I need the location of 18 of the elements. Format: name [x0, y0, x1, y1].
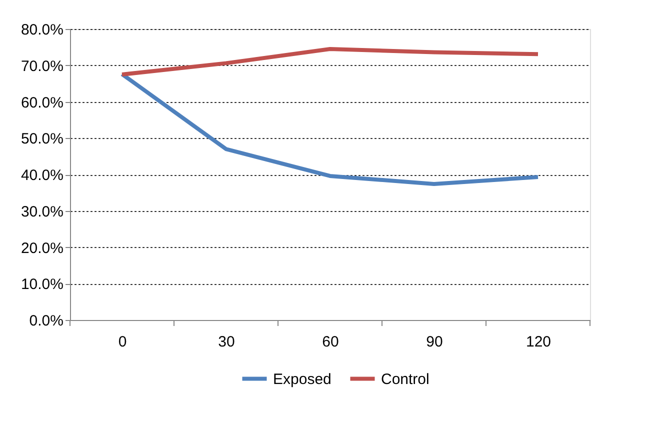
line-series — [120, 72, 540, 186]
x-tick-label: 60 — [322, 334, 339, 350]
x-tick-label: 0 — [118, 334, 127, 350]
line-series — [120, 47, 540, 76]
y-tick-label: 10.0% — [20, 276, 64, 294]
y-tick-label: 40.0% — [20, 167, 64, 184]
y-tick-label: 30.0% — [20, 203, 64, 220]
y-tick-label: 0.0% — [29, 312, 64, 330]
legend-label: Control — [381, 370, 430, 388]
y-tick-label: 70.0% — [20, 58, 64, 75]
y-tick-label: 60.0% — [20, 94, 64, 112]
legend-label: Exposed — [273, 370, 332, 388]
y-tick-label: 20.0% — [20, 240, 64, 257]
y-tick-label: 50.0% — [20, 130, 64, 148]
x-tick-label: 90 — [426, 334, 443, 350]
x-tick-label: 120 — [526, 334, 552, 350]
y-tick-label: 80.0% — [20, 22, 64, 38]
x-tick-label: 30 — [218, 334, 235, 350]
